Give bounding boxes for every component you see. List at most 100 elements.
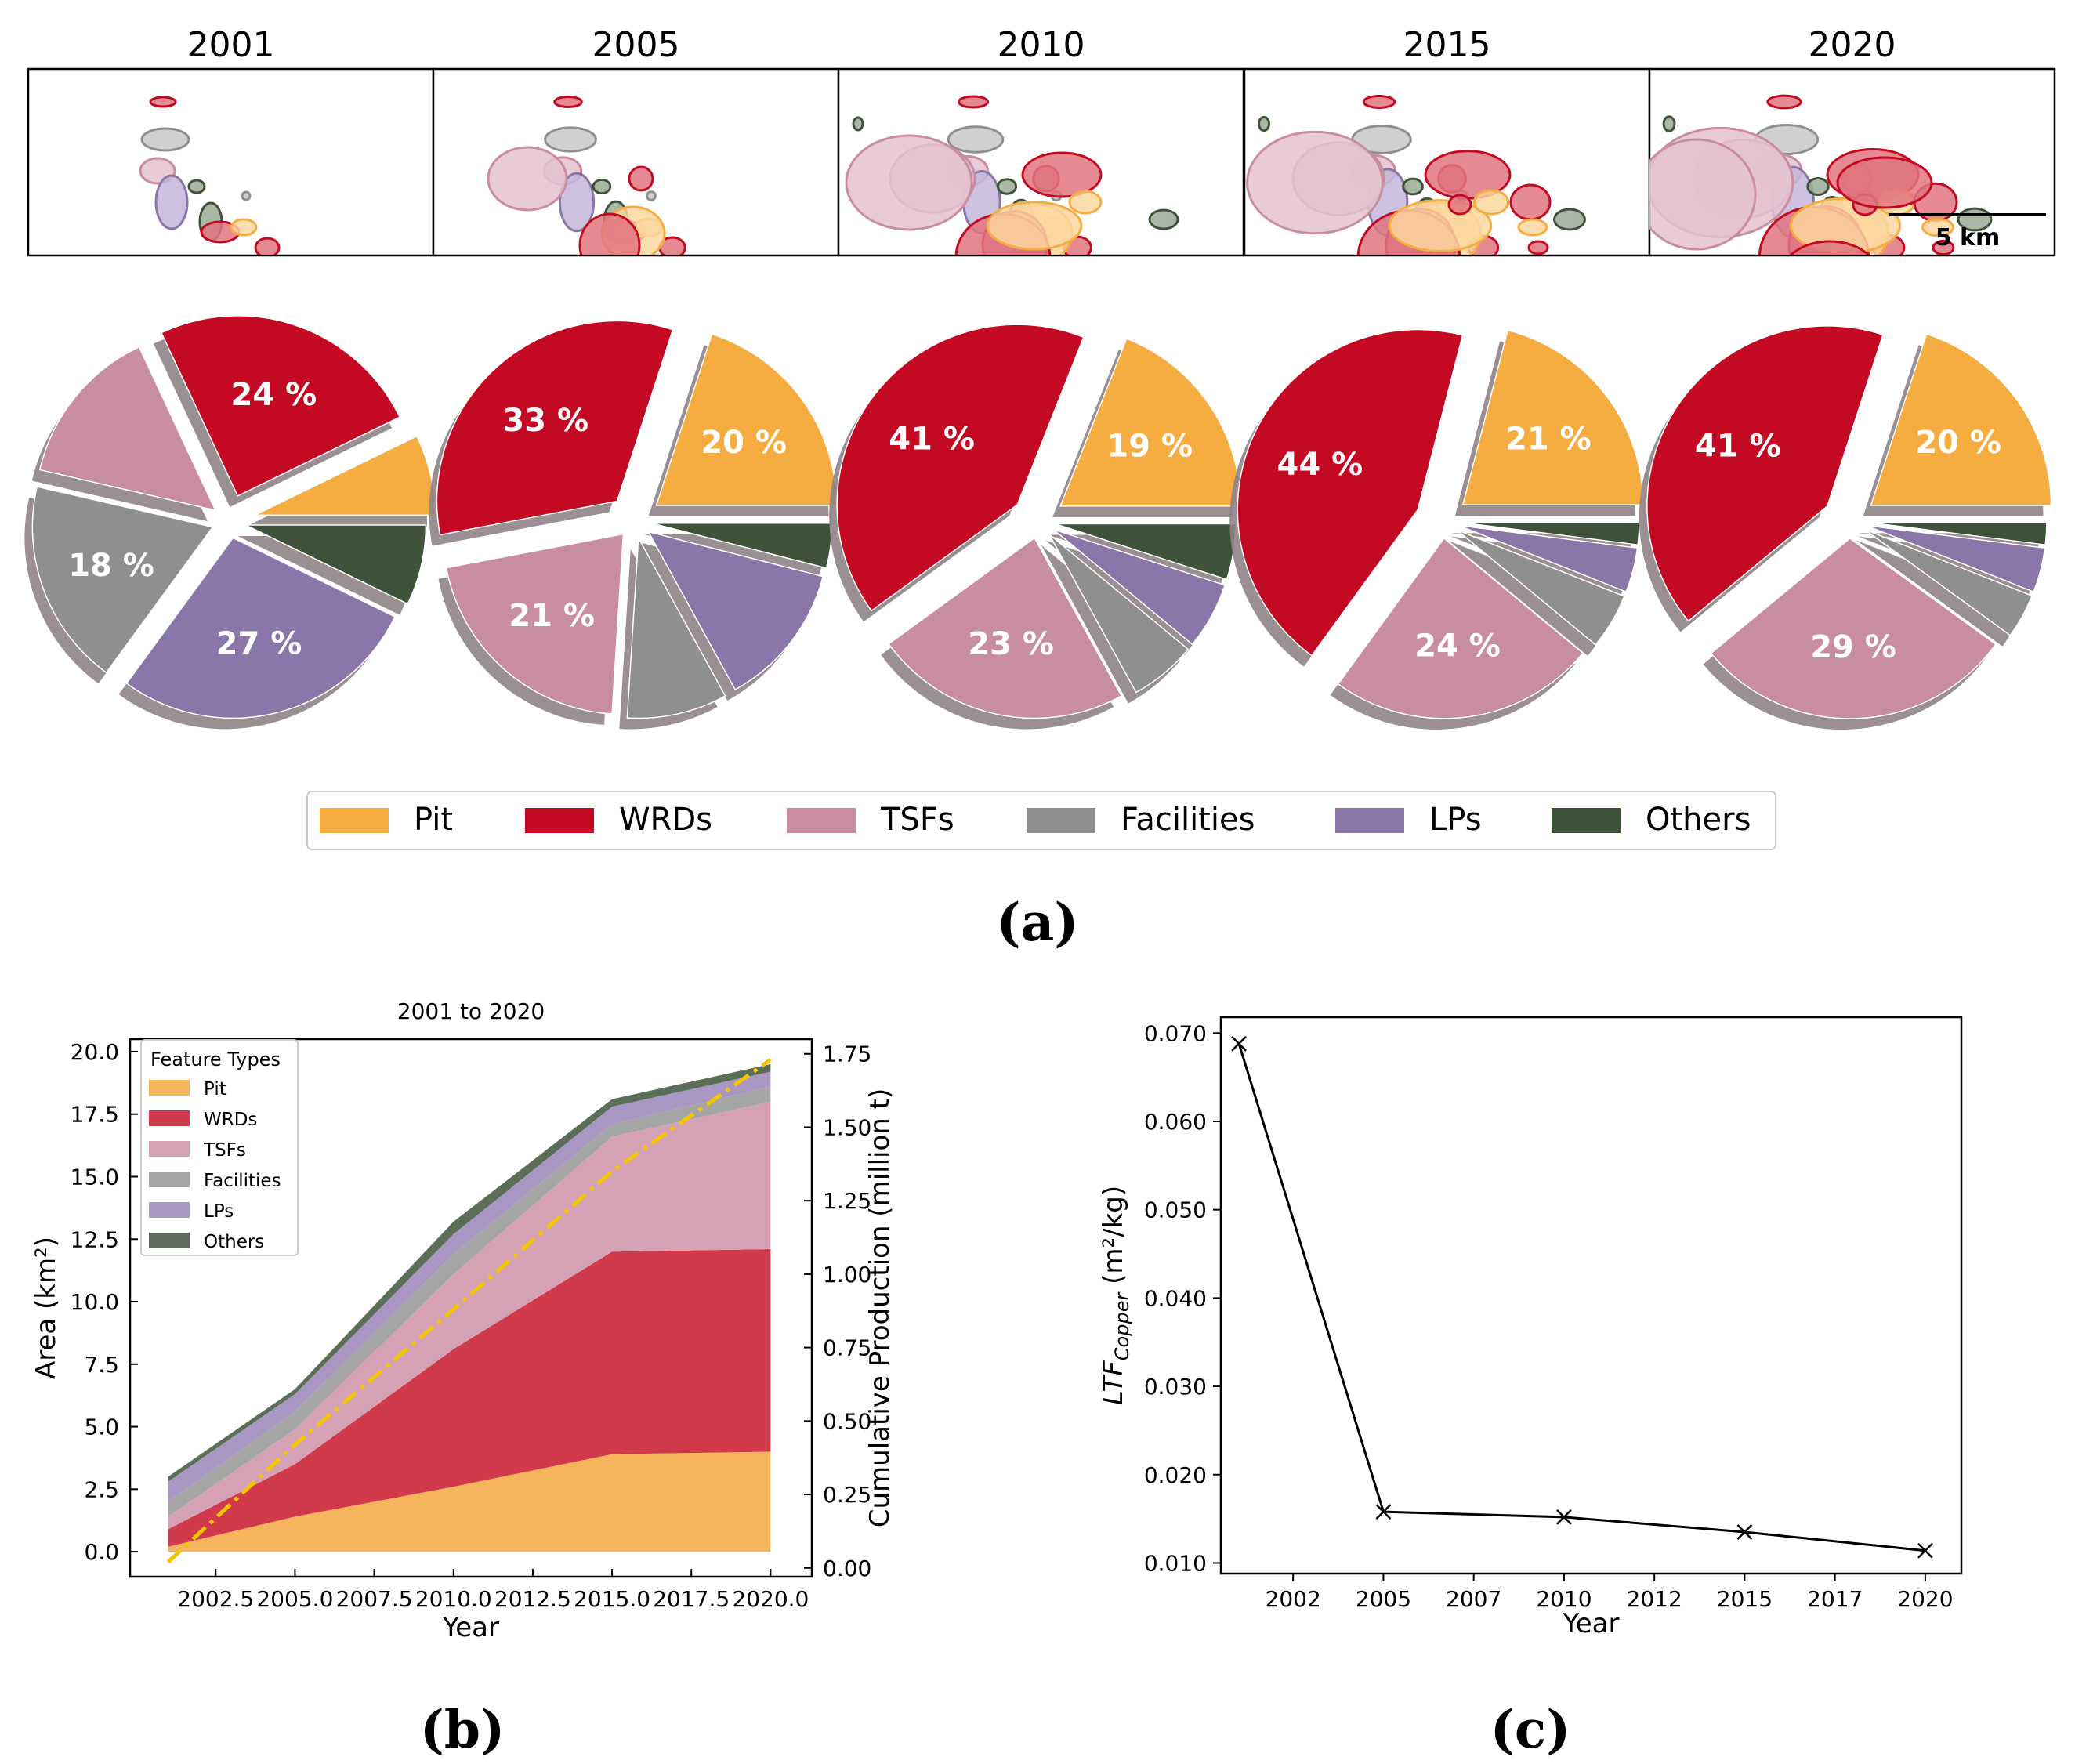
pie-slice-wrds — [1646, 325, 1884, 622]
legend-swatch-pit — [320, 808, 389, 833]
x-tick-label: 2010.0 — [415, 1586, 492, 1612]
y-tick-label: 2.5 — [84, 1476, 119, 1502]
y-tick-label: 17.5 — [71, 1102, 119, 1128]
legend-label-tsfs: TSFs — [880, 802, 954, 838]
y2-axis-label: Cumulative Production (million t) — [864, 1088, 896, 1528]
legend-label-pit: Pit — [204, 1079, 226, 1099]
x-tick-label: 2015 — [1717, 1586, 1773, 1612]
area-lps — [168, 1071, 771, 1502]
pie-slice-others — [245, 524, 427, 605]
pie-slice-pit — [1870, 333, 2052, 506]
x-tick-label: 2007.5 — [336, 1586, 413, 1612]
panel-label-b: (b) — [420, 1699, 505, 1760]
y-tick-label: 20.0 — [71, 1039, 119, 1065]
map-feature-others — [1402, 177, 1424, 196]
legend-swatch-lps — [1335, 808, 1404, 833]
pie-2001: 24 % 18 % 27 % — [24, 315, 436, 730]
x-tick-label: 2020.0 — [732, 1586, 809, 1612]
legend-label-tsfs: TSFs — [203, 1140, 246, 1161]
map-feature-pit — [986, 201, 1083, 251]
map-feature-others — [852, 116, 864, 132]
marker-stroke — [1917, 1542, 1933, 1559]
map-feature-others — [1148, 208, 1179, 230]
legend-swatch-wrds — [525, 808, 594, 833]
y-tick-label: 7.5 — [84, 1352, 119, 1378]
legend-title: Feature Types — [150, 1049, 281, 1070]
marker-stroke — [1231, 1035, 1247, 1052]
map-feature-wrds — [628, 165, 654, 192]
legend-swatch-lps — [149, 1202, 190, 1218]
y-tick-label: 0.060 — [1144, 1109, 1207, 1135]
map-strip: 2001 2005 2010 2015 2020 5 km — [27, 25, 2056, 257]
map-feature-others — [187, 179, 206, 194]
map-feature-facilities — [646, 190, 657, 201]
x-tick-label: 2005 — [1356, 1586, 1411, 1612]
ltf-line — [1237, 1043, 1926, 1552]
pie-slice-label: 23 % — [968, 626, 1054, 662]
map-feature-wrds — [1788, 240, 1871, 255]
y-axis-label-main: LTF — [1098, 1360, 1129, 1405]
map-feature-lps — [558, 172, 596, 233]
legend-label-facilities: Facilities — [1121, 802, 1255, 838]
map-feature-tsfs — [487, 146, 568, 212]
map-feature-tsfs — [1649, 138, 1757, 251]
map-feature-lps — [154, 174, 189, 230]
map-feature-others — [592, 178, 612, 195]
map-2015 — [1246, 95, 1586, 255]
map-feature-facilities — [544, 126, 597, 153]
x-tick-label: 2015.0 — [574, 1586, 650, 1612]
legend-swatch-facilities — [1027, 808, 1095, 833]
pie-slice-wrds — [436, 320, 674, 536]
pie-slice-label: 41 % — [889, 422, 975, 458]
y-tick-label: 0.070 — [1144, 1020, 1207, 1046]
y-tick-label: 0.010 — [1144, 1550, 1207, 1576]
y2-tick-label: 0.75 — [823, 1335, 871, 1361]
y2-tick-label: 0.25 — [823, 1482, 871, 1508]
y-tick-label: 0.030 — [1144, 1374, 1207, 1400]
x-tick-label: 2002.5 — [177, 1586, 254, 1612]
pie-slice-facilities — [626, 535, 726, 719]
map-feature-pit — [230, 218, 258, 237]
map-feature-wrds — [1362, 95, 1396, 109]
legend-label-pit: Pit — [414, 802, 453, 838]
map-2020 — [1649, 94, 1993, 255]
y-axis-label-sub: Copper — [1111, 1291, 1133, 1361]
map-feature-wrds — [1021, 151, 1103, 198]
y-tick-label: 0.0 — [84, 1539, 119, 1565]
pie-2005: 20 % 33 % 21 % — [429, 320, 838, 730]
pie-slice-lps — [1458, 524, 1639, 593]
map-year-title: 2001 — [187, 25, 275, 65]
map-2005 — [487, 96, 686, 255]
y-tick-label: 15.0 — [71, 1164, 119, 1190]
pie-slice-label: 18 % — [68, 548, 154, 584]
pie-slice-facilities — [1048, 534, 1190, 694]
map-2001 — [139, 96, 281, 255]
y-tick-label: 12.5 — [71, 1226, 119, 1252]
map-feature-tsfs — [845, 134, 973, 231]
pie-slice-pit — [1461, 329, 1644, 505]
pie-slice-label: 44 % — [1277, 447, 1363, 483]
map-feature-wrds — [957, 95, 990, 109]
map-feature-wrds — [1527, 240, 1549, 255]
plot-frame — [129, 1038, 813, 1578]
ltf-marker — [1736, 1524, 1753, 1540]
pie-slice-label: 29 % — [1810, 629, 1896, 665]
legend-swatch-pit — [149, 1080, 190, 1096]
y-tick-label: 5.0 — [84, 1414, 119, 1440]
map-feature-tsfs — [1246, 130, 1384, 235]
map-feature-pit — [1472, 189, 1510, 216]
area-chart: 2001 to 2020 2002.5 2005.0 2007.5 2010.0 2012… — [31, 998, 896, 1643]
map-feature-wrds — [1447, 194, 1472, 216]
legend-swatch-tsfs — [787, 808, 856, 833]
y-tick-label: 10.0 — [71, 1289, 119, 1315]
pie-slice-label: 24 % — [231, 377, 317, 413]
pie-slice-wrds — [836, 324, 1085, 612]
x-axis-label: Year — [442, 1612, 499, 1643]
map-feature-pit — [1068, 190, 1103, 215]
marker-stroke — [1736, 1524, 1753, 1540]
panel-label-a: (a) — [996, 892, 1078, 953]
pie-slice-label: 20 % — [1915, 425, 2001, 461]
pie-slice-others — [1458, 521, 1640, 546]
y-tick-label: 0.020 — [1144, 1462, 1207, 1488]
